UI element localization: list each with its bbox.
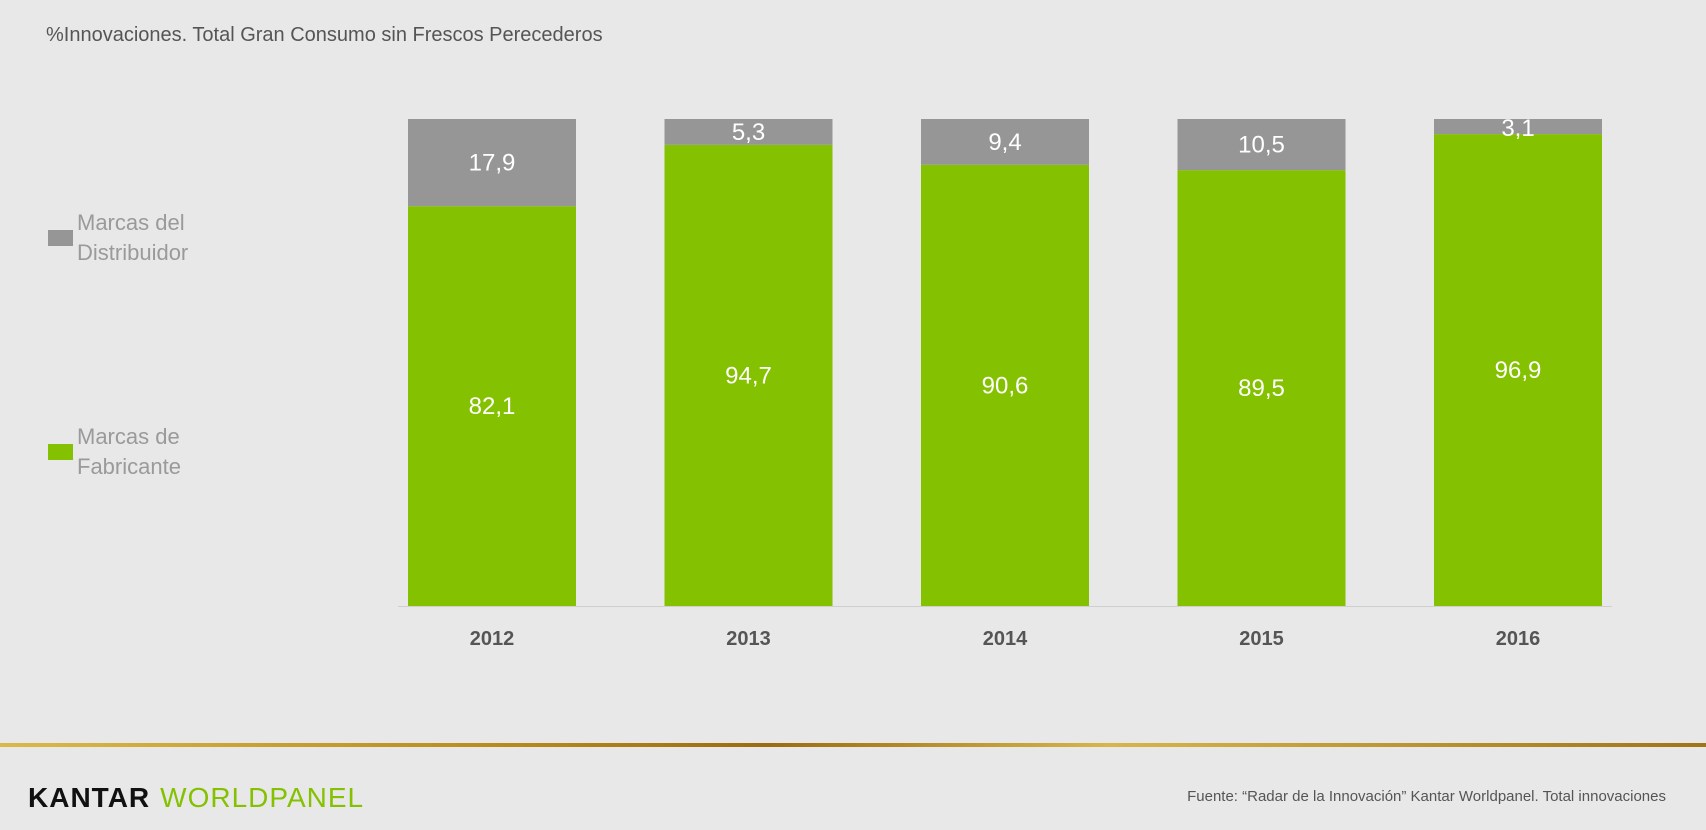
source-note: Fuente: “Radar de la Innovación” Kantar … xyxy=(1187,788,1666,805)
data-label: 90,6 xyxy=(982,372,1029,399)
bar-fabricante-2012 xyxy=(408,206,576,606)
data-label: 10,5 xyxy=(1238,132,1285,159)
legend-swatch-gray xyxy=(48,230,73,246)
bar-fabricante-2014 xyxy=(921,164,1089,606)
data-label: 94,7 xyxy=(725,362,772,389)
chart-title: %Innovaciones. Total Gran Consumo sin Fr… xyxy=(46,24,603,46)
bar-fabricante-2015 xyxy=(1177,170,1346,606)
stacked-bar-chart: 82,1 17,9 2012 94,7 5,3 2013 90,6 9,4 2014 89,5 10… xyxy=(398,115,1612,650)
data-label: 17,9 xyxy=(469,150,516,177)
data-label: 89,5 xyxy=(1238,375,1285,402)
logo-kantar: KANTAR xyxy=(28,782,151,813)
legend-swatch-green xyxy=(48,444,73,460)
bar-distribuidor-2012 xyxy=(408,119,576,207)
data-label: 9,4 xyxy=(988,129,1021,156)
legend-label-line: Marcas de xyxy=(77,424,180,449)
legend-item-distribuidor: Marcas del Distribuidor xyxy=(48,208,188,268)
x-tick-label: 2013 xyxy=(726,628,771,650)
data-label: 3,1 xyxy=(1501,115,1534,142)
gold-divider xyxy=(0,743,1706,747)
data-label: 5,3 xyxy=(732,119,765,146)
bar-distribuidor-2013 xyxy=(664,119,833,145)
logo-worldpanel: WORLDPANEL xyxy=(160,782,365,813)
x-tick-label: 2012 xyxy=(470,628,515,650)
legend-label-line: Marcas del xyxy=(77,210,185,235)
bar-fabricante-2016 xyxy=(1434,134,1602,607)
data-label: 96,9 xyxy=(1495,357,1542,384)
legend-label: Marcas del Distribuidor xyxy=(77,208,188,268)
bar-distribuidor-2015 xyxy=(1177,119,1346,171)
legend-label-line: Fabricante xyxy=(77,454,181,479)
legend-label-line: Distribuidor xyxy=(77,240,189,265)
x-tick-label: 2014 xyxy=(983,628,1028,650)
bar-distribuidor-2014 xyxy=(921,119,1089,165)
bar-fabricante-2013 xyxy=(664,144,833,606)
legend-item-fabricante: Marcas de Fabricante xyxy=(48,422,181,482)
x-tick-label: 2016 xyxy=(1496,628,1541,650)
x-tick-label: 2015 xyxy=(1239,628,1284,650)
data-label: 82,1 xyxy=(469,393,516,420)
kantar-worldpanel-logo: KANTAR WORLDPANEL xyxy=(28,782,364,814)
bar-distribuidor-2016 xyxy=(1434,119,1602,135)
legend-label: Marcas de Fabricante xyxy=(77,422,181,482)
